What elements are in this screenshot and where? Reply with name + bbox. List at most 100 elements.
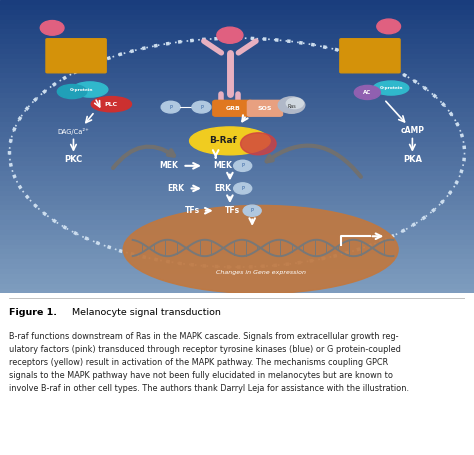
Text: PKC: PKC — [64, 156, 82, 164]
Bar — [0, 196, 474, 201]
FancyBboxPatch shape — [364, 39, 376, 73]
Bar — [0, 176, 474, 181]
Text: AC: AC — [363, 90, 372, 95]
Text: B-Raf: B-Raf — [209, 136, 237, 145]
Text: B-raf functions downstream of Ras in the MAPK cascade. Signals from extracellula: B-raf functions downstream of Ras in the… — [9, 332, 410, 393]
Bar — [0, 220, 474, 225]
Text: P: P — [251, 208, 254, 213]
Bar — [0, 98, 474, 103]
Bar — [0, 225, 474, 230]
Ellipse shape — [217, 27, 243, 43]
Text: MEK: MEK — [159, 162, 178, 170]
Bar — [0, 15, 474, 20]
Bar — [0, 127, 474, 132]
Text: G-protein: G-protein — [379, 86, 403, 90]
Circle shape — [377, 19, 401, 34]
Bar — [0, 73, 474, 78]
Ellipse shape — [241, 133, 276, 155]
Bar — [0, 34, 474, 39]
Bar — [0, 240, 474, 245]
Bar — [0, 39, 474, 44]
Ellipse shape — [91, 96, 132, 112]
Bar — [0, 167, 474, 171]
Bar — [0, 68, 474, 73]
Bar — [0, 181, 474, 186]
Text: PKA: PKA — [403, 156, 422, 164]
FancyBboxPatch shape — [70, 39, 82, 73]
FancyBboxPatch shape — [375, 39, 388, 73]
FancyBboxPatch shape — [58, 39, 71, 73]
Bar — [0, 186, 474, 191]
Text: P: P — [169, 105, 172, 110]
Text: DAG/Ca²⁺: DAG/Ca²⁺ — [58, 128, 89, 135]
Ellipse shape — [354, 86, 380, 100]
Bar — [0, 49, 474, 54]
Circle shape — [234, 160, 252, 172]
FancyBboxPatch shape — [82, 39, 94, 73]
Circle shape — [192, 101, 211, 113]
Ellipse shape — [123, 205, 398, 293]
Ellipse shape — [374, 81, 409, 95]
Bar — [0, 44, 474, 49]
Bar — [0, 274, 474, 279]
Bar — [0, 147, 474, 152]
Bar — [0, 249, 474, 254]
Circle shape — [243, 205, 261, 216]
Bar — [0, 264, 474, 269]
Bar — [0, 112, 474, 117]
Bar — [0, 93, 474, 98]
Text: Melanocyte signal transduction: Melanocyte signal transduction — [69, 308, 220, 317]
Bar — [0, 83, 474, 88]
Circle shape — [40, 20, 64, 35]
FancyBboxPatch shape — [213, 101, 253, 116]
Text: MEK: MEK — [213, 162, 232, 170]
Bar — [0, 132, 474, 137]
Text: cAMP: cAMP — [401, 126, 424, 135]
FancyBboxPatch shape — [387, 39, 400, 73]
Text: P: P — [241, 186, 244, 191]
Bar — [0, 201, 474, 205]
Bar — [0, 137, 474, 142]
Text: Ras: Ras — [287, 104, 296, 109]
Bar — [0, 162, 474, 166]
Bar — [0, 215, 474, 220]
Bar — [0, 20, 474, 25]
Text: SOS: SOS — [258, 106, 272, 111]
Text: P: P — [200, 105, 203, 110]
FancyBboxPatch shape — [352, 39, 365, 73]
Circle shape — [234, 183, 252, 194]
Bar — [0, 59, 474, 64]
Ellipse shape — [190, 127, 270, 155]
Text: P: P — [241, 163, 244, 168]
FancyBboxPatch shape — [247, 101, 283, 116]
Bar — [0, 191, 474, 196]
Bar — [0, 142, 474, 147]
Bar — [0, 288, 474, 293]
Bar — [0, 171, 474, 176]
Bar — [0, 25, 474, 29]
Bar — [0, 103, 474, 107]
Bar — [0, 210, 474, 215]
FancyBboxPatch shape — [93, 39, 106, 73]
Bar — [0, 5, 474, 10]
Text: Figure 1.: Figure 1. — [9, 308, 57, 317]
Bar — [0, 259, 474, 264]
Text: TFs: TFs — [184, 206, 200, 215]
Bar — [0, 64, 474, 68]
Bar — [0, 157, 474, 162]
Bar — [0, 88, 474, 93]
Bar — [0, 206, 474, 210]
Text: Changes in Gene expression: Changes in Gene expression — [216, 270, 306, 275]
Text: GRB: GRB — [225, 106, 240, 111]
Bar — [0, 29, 474, 34]
Text: ERK: ERK — [214, 184, 231, 193]
Bar — [0, 230, 474, 235]
FancyBboxPatch shape — [46, 39, 59, 73]
Circle shape — [161, 101, 180, 113]
Bar — [0, 117, 474, 122]
Text: G-protein: G-protein — [70, 88, 93, 92]
Ellipse shape — [72, 82, 108, 97]
Bar — [0, 54, 474, 59]
Bar — [0, 244, 474, 249]
Bar — [0, 107, 474, 112]
